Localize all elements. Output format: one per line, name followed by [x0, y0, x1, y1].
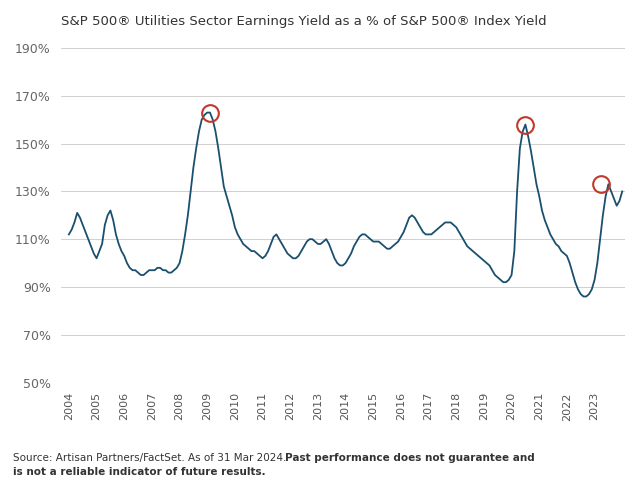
Text: Past performance does not guarantee and: Past performance does not guarantee and: [285, 453, 534, 463]
Text: S&P 500® Utilities Sector Earnings Yield as a % of S&P 500® Index Yield: S&P 500® Utilities Sector Earnings Yield…: [61, 15, 546, 28]
Text: Source: Artisan Partners/FactSet. As of 31 Mar 2024.: Source: Artisan Partners/FactSet. As of …: [13, 453, 289, 463]
Text: is not a reliable indicator of future results.: is not a reliable indicator of future re…: [13, 467, 266, 477]
